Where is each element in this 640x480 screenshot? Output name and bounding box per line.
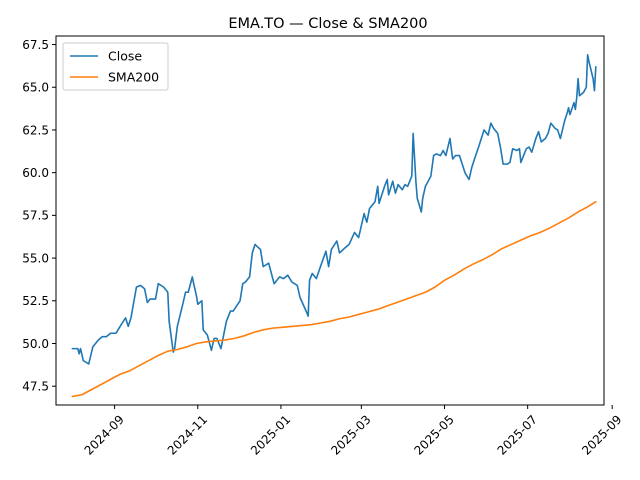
- y-tick-label: 47.5: [22, 380, 49, 394]
- y-tick-label: 55.0: [22, 251, 49, 265]
- y-tick-label: 65.0: [22, 81, 49, 95]
- y-tick-label: 50.0: [22, 337, 49, 351]
- y-tick-label: 60.0: [22, 166, 49, 180]
- plot-series: [71, 53, 597, 398]
- series-line-close: [71, 53, 597, 365]
- legend: Close SMA200: [62, 42, 169, 91]
- legend-close-label: Close: [108, 49, 142, 64]
- y-axis: 47.5 50.0 52.5 55.0 57.5 60.0 62.5 65.0 67.5: [22, 38, 56, 394]
- series-line-sma200: [71, 200, 597, 398]
- y-tick-label: 67.5: [22, 38, 49, 52]
- y-tick-label: 52.5: [22, 294, 49, 308]
- legend-sma200-label: SMA200: [108, 70, 159, 85]
- chart-title: EMA.TO — Close & SMA200: [228, 16, 427, 32]
- legend-box: [62, 42, 169, 91]
- y-tick-label: 62.5: [22, 123, 49, 137]
- plot-frame: [55, 35, 605, 406]
- y-tick-label: 57.5: [22, 209, 49, 223]
